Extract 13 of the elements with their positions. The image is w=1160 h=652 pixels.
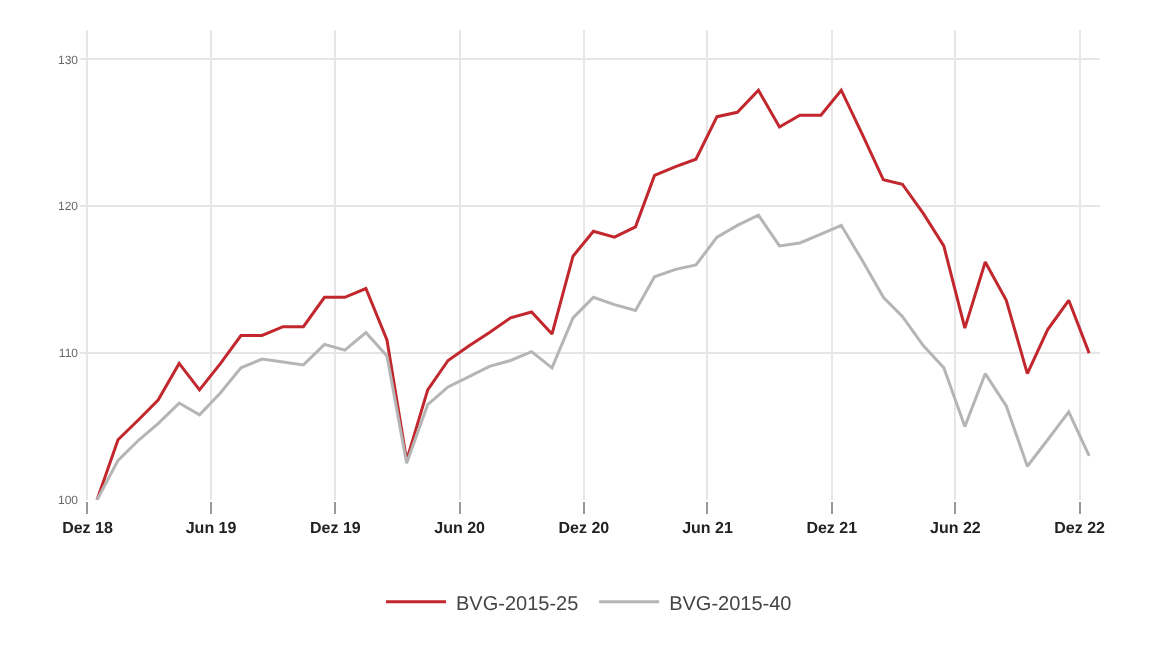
x-tick-label: Dez 18	[62, 519, 114, 538]
x-tick-label: Jun 22	[930, 519, 982, 538]
x-tick-label: Jun 19	[185, 519, 238, 538]
x-tick-label: Dez 22	[1054, 519, 1107, 538]
x-tick-label: Jun 21	[682, 519, 734, 538]
line-series	[95, 213, 1091, 500]
x-tick-label: Dez 20	[558, 519, 611, 538]
legend-label: BVG-2015-25	[456, 593, 580, 616]
line-series	[95, 88, 1091, 500]
x-tick-label: Dez 19	[309, 519, 362, 538]
legend-label: BVG-2015-40	[669, 593, 793, 616]
x-tick-label: Dez 21	[806, 519, 859, 538]
x-tick-label: Jun 20	[434, 519, 487, 538]
